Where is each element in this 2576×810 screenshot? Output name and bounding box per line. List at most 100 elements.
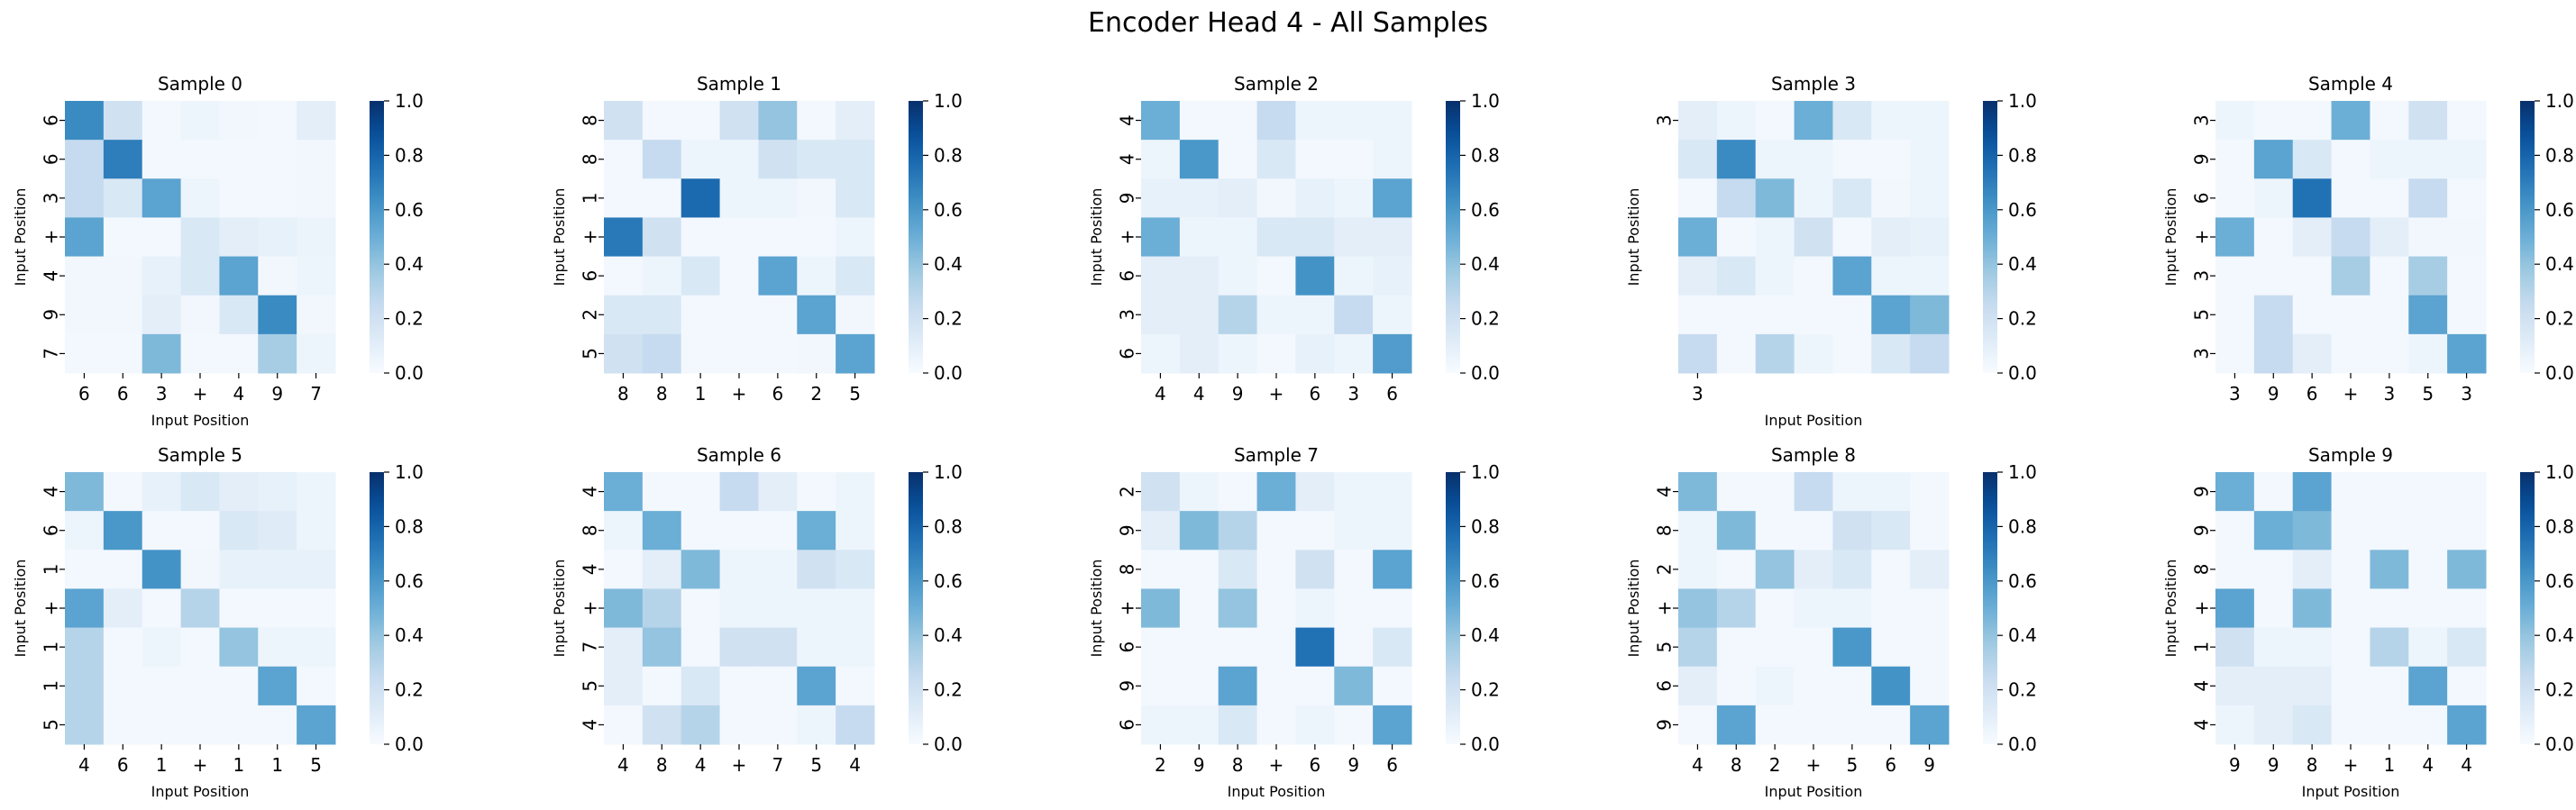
y-axis-label: Input Position (12, 560, 29, 658)
heatmap-cell (719, 627, 759, 668)
colorbar (370, 472, 384, 744)
heatmap-cell (2447, 140, 2487, 179)
heatmap-cell (142, 705, 182, 745)
heatmap-cell (219, 333, 259, 374)
y-axis-label: Input Position (2162, 560, 2179, 658)
heatmap-cell (836, 511, 875, 551)
heatmap-cell (2215, 550, 2255, 589)
heatmap-cell (219, 295, 259, 335)
heatmap-cell (1910, 101, 1950, 141)
heatmap-cell (142, 295, 182, 335)
heatmap-cell (604, 705, 644, 745)
heatmap-cell (1910, 295, 1950, 335)
heatmap-cell (642, 472, 682, 512)
heatmap-cell (2253, 666, 2294, 706)
heatmap-cell (797, 140, 836, 179)
heatmap-cell (2447, 178, 2487, 218)
heatmap-cell (1295, 472, 1335, 512)
y-tick-label: 9 (1117, 524, 1138, 536)
heatmap-cell (642, 333, 682, 374)
x-tick-label: + (1806, 754, 1822, 776)
heatmap-cell (1832, 101, 1872, 141)
x-tick-label: + (193, 754, 208, 776)
x-tick-label: 3 (2383, 383, 2395, 405)
heatmap-cell (1334, 588, 1374, 629)
colorbar-tick-label: 0.8 (395, 515, 424, 537)
x-tick-label: + (732, 383, 747, 405)
heatmap-cell (2447, 588, 2487, 629)
heatmap-panel-7: Sample 7 2 9 8 +6 9 6 2 9 8 +6 9 6 Input Position Inpu… (1088, 444, 1500, 800)
heatmap-cell (604, 295, 644, 335)
heatmap-cell (2215, 217, 2255, 258)
heatmap-cell (2253, 705, 2294, 745)
heatmap-cell (219, 705, 259, 745)
heatmap-cell (2408, 140, 2448, 179)
heatmap-cell (103, 666, 143, 706)
heatmap-cell (2370, 256, 2409, 296)
heatmap-cell (2408, 705, 2448, 745)
y-tick-label: 6 (1117, 348, 1138, 359)
y-tick-label: 8 (580, 524, 601, 536)
x-tick-label: 6 (2307, 383, 2318, 405)
colorbar-tick-label: 0.4 (1471, 253, 1500, 275)
panel-title: Sample 2 (1234, 73, 1319, 95)
colorbar (909, 472, 923, 744)
x-tick-label: 1 (2383, 754, 2395, 776)
colorbar-tick-label: 1.0 (2008, 461, 2037, 483)
x-tick-label: + (2343, 383, 2359, 405)
x-tick-label: 9 (1193, 754, 1205, 776)
heatmap-cell (1794, 550, 1833, 589)
heatmap-cell (1678, 666, 1718, 706)
heatmap-cell (1755, 511, 1795, 551)
x-tick-label: 8 (656, 754, 668, 776)
heatmap-cell (2292, 511, 2333, 551)
heatmap-cell (65, 511, 105, 551)
figure-title: Encoder Head 4 - All Samples (1088, 7, 1488, 39)
heatmap-cell (2370, 333, 2409, 374)
heatmap-cell (1716, 101, 1757, 141)
heatmap-cell (1755, 217, 1795, 258)
heatmap-cell (681, 627, 721, 668)
heatmap-cell (1256, 511, 1296, 551)
heatmap-cell (642, 588, 682, 629)
y-axis-label: Input Position (1625, 560, 1642, 658)
colorbar-tick-label: 0.4 (934, 253, 963, 275)
heatmap-cell (1910, 666, 1950, 706)
heatmap-cell (758, 666, 798, 706)
colorbar-tick-label: 1.0 (2008, 90, 2037, 112)
y-tick-label: + (41, 230, 62, 245)
y-tick-label: 4 (1117, 114, 1138, 126)
heatmap-cell (258, 295, 297, 335)
y-tick-label: 2 (1117, 486, 1138, 497)
heatmap-cell (1794, 295, 1833, 335)
heatmap-cell (1256, 256, 1296, 296)
heatmap-cell (836, 588, 875, 629)
heatmap-cell (297, 705, 336, 745)
heatmap-cell (2292, 705, 2333, 745)
heatmap-cell (1871, 627, 1911, 668)
heatmap-cell (681, 705, 721, 745)
heatmap-cell (1794, 140, 1833, 179)
heatmap-panel-4: Sample 4 3 9 6 +3 5 3 3 9 6 +3 5 3 Input Position 0.0 0… (2162, 73, 2574, 405)
heatmap-cell (1179, 627, 1219, 668)
y-tick-label: 5 (1654, 642, 1676, 653)
heatmap-cell (1334, 295, 1374, 335)
colorbar-tick-label: 1.0 (395, 90, 424, 112)
heatmap-cell (1832, 588, 1872, 629)
y-tick-label: 9 (2191, 486, 2213, 497)
heatmap-cell (2370, 588, 2409, 629)
heatmap-cell (642, 511, 682, 551)
heatmap-cell (2331, 295, 2370, 335)
colorbar-tick-label: 0.6 (934, 570, 963, 592)
heatmap-cell (1334, 217, 1374, 258)
y-tick-label: 3 (2191, 348, 2213, 359)
heatmap-cell (1794, 256, 1833, 296)
colorbar-tick-label: 0.2 (934, 308, 963, 330)
colorbar-tick-label: 0.2 (1471, 679, 1500, 701)
x-tick-label: 9 (2268, 383, 2279, 405)
heatmap-cell (2370, 666, 2409, 706)
colorbar-tick-label: 0.0 (2008, 362, 2037, 384)
colorbar-tick-label: 0.2 (2008, 308, 2037, 330)
heatmap-cell (1179, 511, 1219, 551)
heatmap-cell (297, 140, 336, 179)
